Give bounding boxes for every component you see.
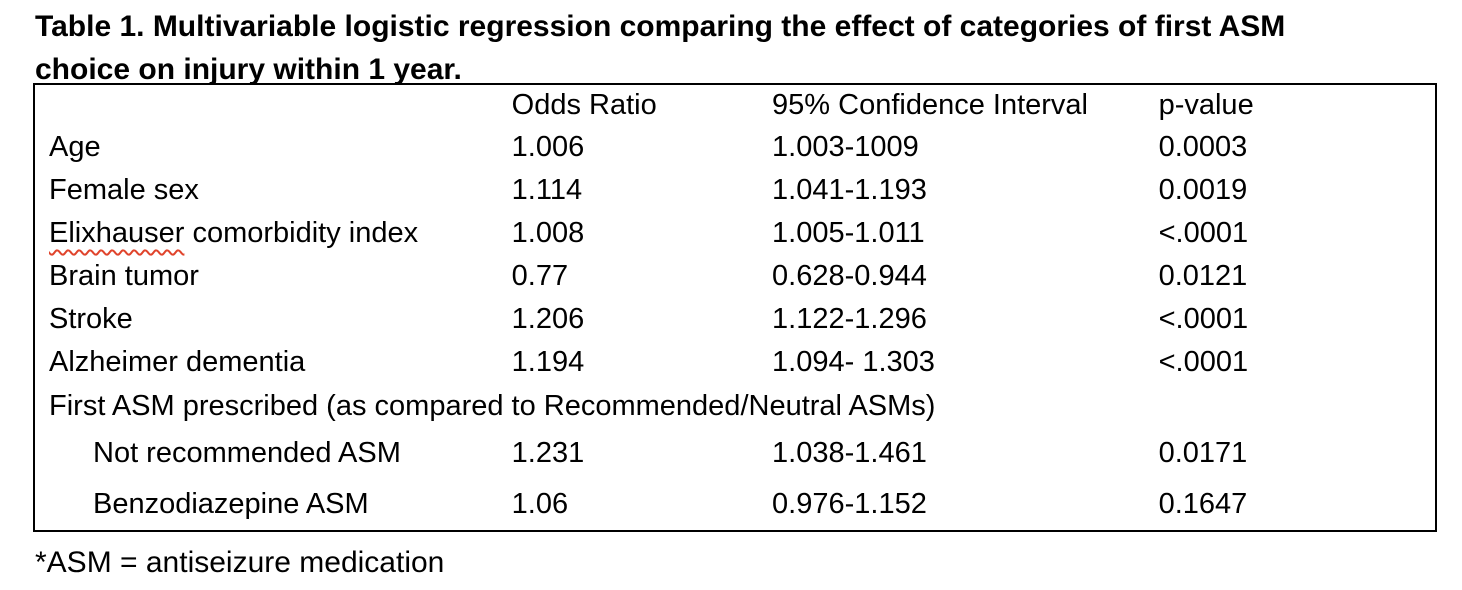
table-row-stroke: Stroke 1.206 1.122-1.296 <.0001 (34, 298, 1436, 341)
section-label: First ASM prescribed (as compared to Rec… (49, 390, 936, 423)
table-row-benzodiazepine-asm: Benzodiazepine ASM 1.06 0.976-1.152 0.16… (34, 478, 1436, 531)
ci-value: 1.003-1009 (772, 131, 919, 164)
ci-value: 1.122-1.296 (772, 303, 927, 336)
ci-value: 1.005-1.011 (772, 217, 925, 250)
table-row-brain-tumor: Brain tumor 0.77 0.628-0.944 0.0121 (34, 255, 1436, 298)
table-footnote: *ASM = antiseizure medication (35, 546, 445, 579)
row-label: Brain tumor (49, 260, 199, 293)
ci-value: 0.976-1.152 (772, 487, 927, 520)
misspelled-word: Elixhauser (49, 217, 185, 250)
col-header-p-value: p-value (1158, 89, 1254, 122)
row-label: Alzheimer dementia (49, 346, 306, 379)
regression-table: Odds Ratio 95% Confidence Interval p-val… (33, 83, 1437, 532)
p-value: <.0001 (1158, 346, 1249, 379)
ci-value: 0.628-0.944 (772, 260, 927, 293)
p-value: 0.0003 (1158, 131, 1248, 164)
row-label-rest: comorbidity index (184, 217, 419, 250)
p-value: 0.0019 (1158, 174, 1248, 207)
p-value: <.0001 (1158, 303, 1249, 336)
table-row-not-recommended-asm: Not recommended ASM 1.231 1.038-1.461 0.… (34, 429, 1436, 478)
odds-ratio-value: 1.114 (511, 174, 583, 207)
odds-ratio-value: 1.194 (511, 346, 585, 379)
row-label: Female sex (49, 174, 199, 207)
col-header-odds-ratio: Odds Ratio (511, 89, 657, 122)
odds-ratio-value: 1.06 (511, 487, 569, 520)
odds-ratio-value: 0.77 (511, 260, 569, 293)
row-label: Age (49, 131, 101, 164)
table-title: Table 1. Multivariable logistic regressi… (35, 5, 1435, 91)
p-value: 0.1647 (1158, 487, 1248, 520)
table-row-female-sex: Female sex 1.114 1.041-1.193 0.0019 (34, 169, 1436, 212)
odds-ratio-value: 1.206 (511, 303, 585, 336)
ci-value: 1.038-1.461 (772, 437, 927, 470)
row-label: Stroke (49, 303, 133, 336)
p-value: 0.0171 (1158, 437, 1248, 470)
table-row-elixhauser: Elixhauser comorbidity index 1.008 1.005… (34, 212, 1436, 255)
table-title-line-1: Table 1. Multivariable logistic regressi… (35, 10, 1286, 43)
row-label: Benzodiazepine ASM (93, 487, 369, 520)
col-header-empty (34, 84, 512, 126)
ci-value: 1.094- 1.303 (772, 346, 935, 379)
table-title-line-2: choice on injury within 1 year. (35, 53, 462, 86)
ci-value: 1.041-1.193 (772, 174, 927, 207)
table-row-alzheimer-dementia: Alzheimer dementia 1.194 1.094- 1.303 <.… (34, 341, 1436, 384)
p-value: 0.0121 (1158, 260, 1248, 293)
odds-ratio-value: 1.008 (511, 217, 585, 250)
table-section-row-first-asm: First ASM prescribed (as compared to Rec… (34, 384, 1436, 429)
table-header-row: Odds Ratio 95% Confidence Interval p-val… (34, 84, 1436, 126)
col-header-confidence-interval: 95% Confidence Interval (772, 89, 1089, 122)
p-value: <.0001 (1158, 217, 1249, 250)
odds-ratio-value: 1.006 (511, 131, 585, 164)
row-label: Elixhauser comorbidity index (34, 212, 512, 255)
odds-ratio-value: 1.231 (511, 437, 585, 470)
table-row-age: Age 1.006 1.003-1009 0.0003 (34, 126, 1436, 169)
row-label: Not recommended ASM (93, 437, 401, 470)
